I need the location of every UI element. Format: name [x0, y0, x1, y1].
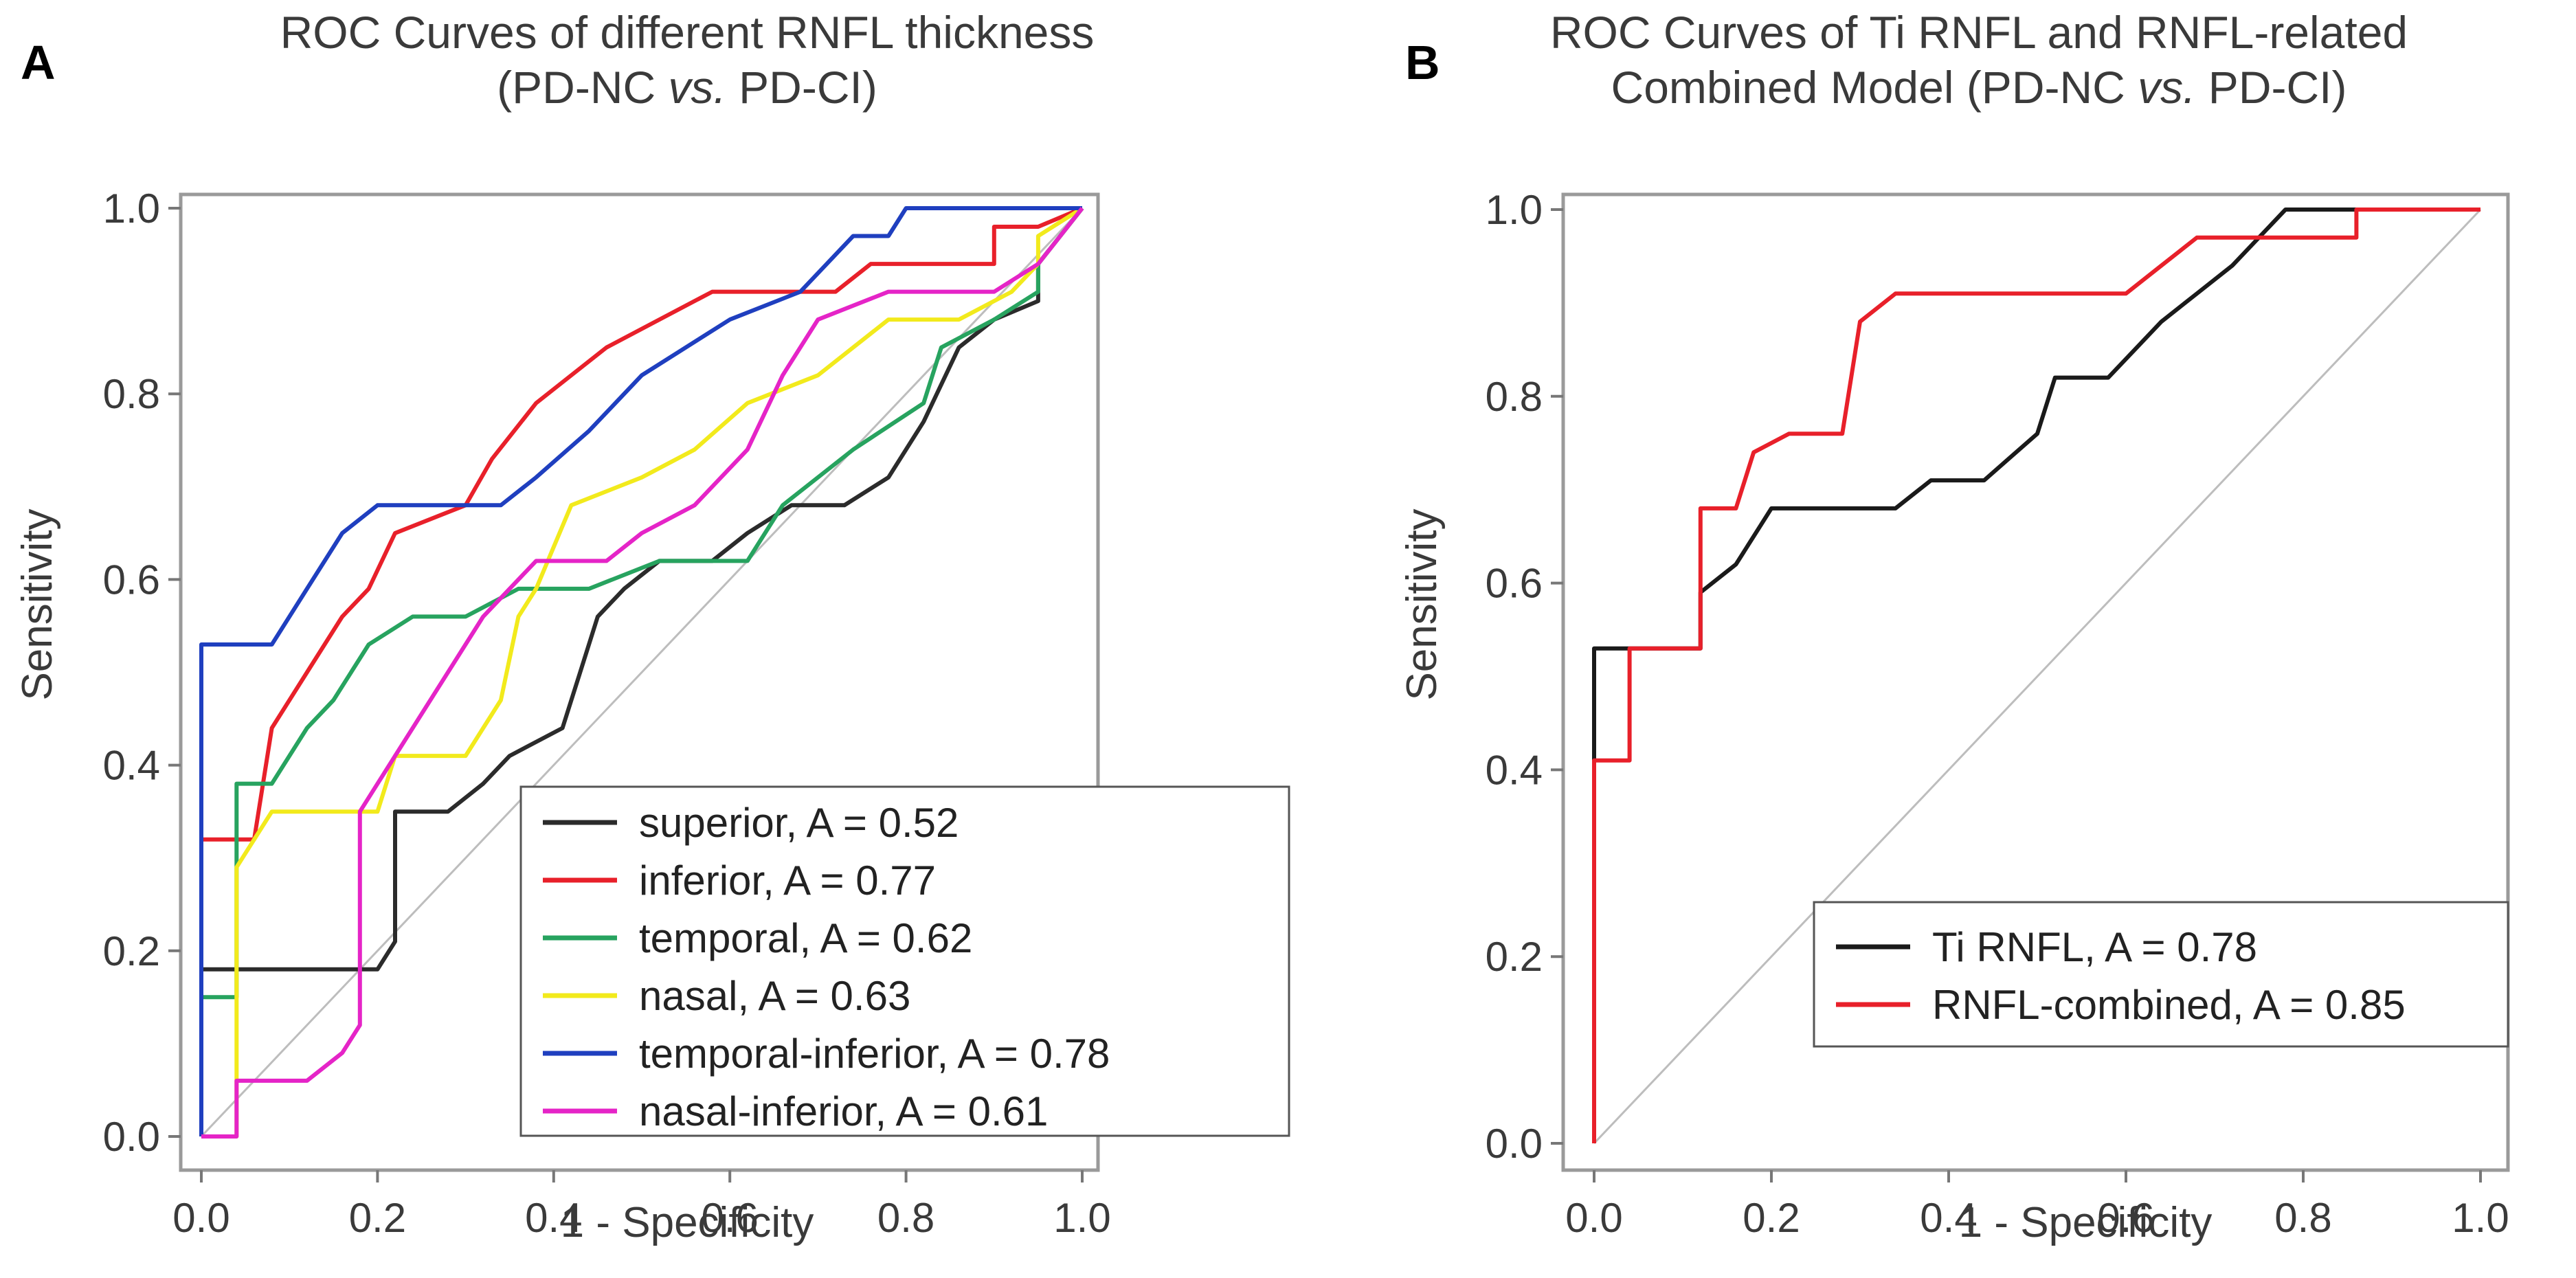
panel-b-label: B — [1405, 36, 1440, 89]
roc-curve-temporal — [199, 207, 1084, 1136]
y-tick-label: 0.2 — [103, 928, 160, 974]
roc-curve-nasal-inferior — [201, 207, 1084, 1139]
legend-entry: inferior, A = 0.77 — [639, 857, 936, 904]
roc-curve-inferior — [199, 206, 1084, 1136]
roc-curve-nasal — [201, 206, 1084, 1139]
roc-curve-temporal-inferior — [199, 206, 1082, 1136]
panel-b-title-line2: Combined Model (PD-NC vs. PD-CI) — [1611, 62, 2347, 113]
reference-diagonal — [1593, 208, 2482, 1145]
panel-a: A ROC Curves of different RNFL thickness… — [14, 7, 1290, 1246]
panel-b-plot: 0.0 0.2 0.4 0.6 0.8 1.0 0.0 0.2 0.4 0.6 0.8 1.0 Ti R… — [1486, 187, 2510, 1241]
y-tick-label: 1.0 — [1486, 187, 1543, 233]
panel-b-title-line1: ROC Curves of Ti RNFL and RNFL-related — [1550, 7, 2408, 58]
y-tick-label: 0.0 — [1486, 1121, 1543, 1167]
x-tick-label: 0.2 — [1743, 1195, 1800, 1241]
x-tick-label: 0.4 — [1920, 1195, 1977, 1241]
legend-entry: temporal-inferior, A = 0.78 — [639, 1031, 1110, 1077]
plot-frame-a — [179, 192, 1100, 1172]
panel-a-x-axis-label: 1 - Specificity — [561, 1199, 814, 1246]
legend-entry: RNFL-combined, A = 0.85 — [1932, 982, 2406, 1028]
x-tick-label: 1.0 — [2452, 1195, 2509, 1241]
panel-a-plot: 0.0 0.2 0.4 0.6 0.8 1.0 0.0 0.2 0.4 0.6 0.8 1.0 supe… — [103, 186, 1290, 1241]
legend-entry: temporal, A = 0.62 — [639, 915, 972, 961]
x-tick-label: 1.0 — [1053, 1195, 1110, 1241]
panel-b-y-axis-label: Sensitivity — [1398, 508, 1446, 700]
legend-entry: Ti RNFL, A = 0.78 — [1932, 924, 2257, 970]
x-tick-label: 0.6 — [2097, 1195, 2154, 1241]
y-tick-label: 0.8 — [1486, 374, 1543, 420]
legend-box — [519, 785, 1290, 1137]
x-tick-label: 0.2 — [349, 1195, 406, 1241]
legend-entry: nasal-inferior, A = 0.61 — [639, 1088, 1048, 1134]
x-tick-label: 0.8 — [877, 1195, 934, 1241]
roc-curve-superior — [199, 207, 1084, 1136]
x-tick-label: 0.8 — [2274, 1195, 2331, 1241]
roc-curve-rnfl-combined — [1592, 208, 2480, 1143]
x-tick-label: 0.0 — [172, 1195, 229, 1241]
x-tick-label: 0.0 — [1565, 1195, 1622, 1241]
panel-a-title-line1: ROC Curves of different RNFL thickness — [280, 7, 1095, 58]
y-tick-label: 0.4 — [1486, 747, 1543, 793]
y-tick-label: 0.0 — [103, 1114, 160, 1160]
panel-a-label: A — [21, 36, 56, 89]
y-tick-label: 0.2 — [1486, 934, 1543, 980]
x-tick-label: 0.4 — [525, 1195, 582, 1241]
y-tick-label: 0.6 — [103, 557, 160, 603]
y-tick-label: 1.0 — [103, 186, 160, 232]
legend-entry: nasal, A = 0.63 — [639, 973, 910, 1019]
y-tick-label: 0.8 — [103, 371, 160, 417]
panel-b: B ROC Curves of Ti RNFL and RNFL-related… — [1398, 7, 2510, 1246]
panel-a-y-axis-label: Sensitivity — [14, 508, 61, 700]
x-tick-label: 0.6 — [701, 1195, 758, 1241]
y-tick-label: 0.6 — [1486, 561, 1543, 607]
panel-a-title-line2: (PD-NC vs. PD-CI) — [497, 62, 877, 113]
panel-b-x-axis-label: 1 - Specificity — [1959, 1199, 2213, 1246]
legend-entry: superior, A = 0.52 — [639, 800, 959, 846]
plot-frame-b — [1561, 192, 2510, 1172]
legend-box — [1813, 901, 2509, 1048]
y-tick-label: 0.4 — [103, 743, 160, 789]
